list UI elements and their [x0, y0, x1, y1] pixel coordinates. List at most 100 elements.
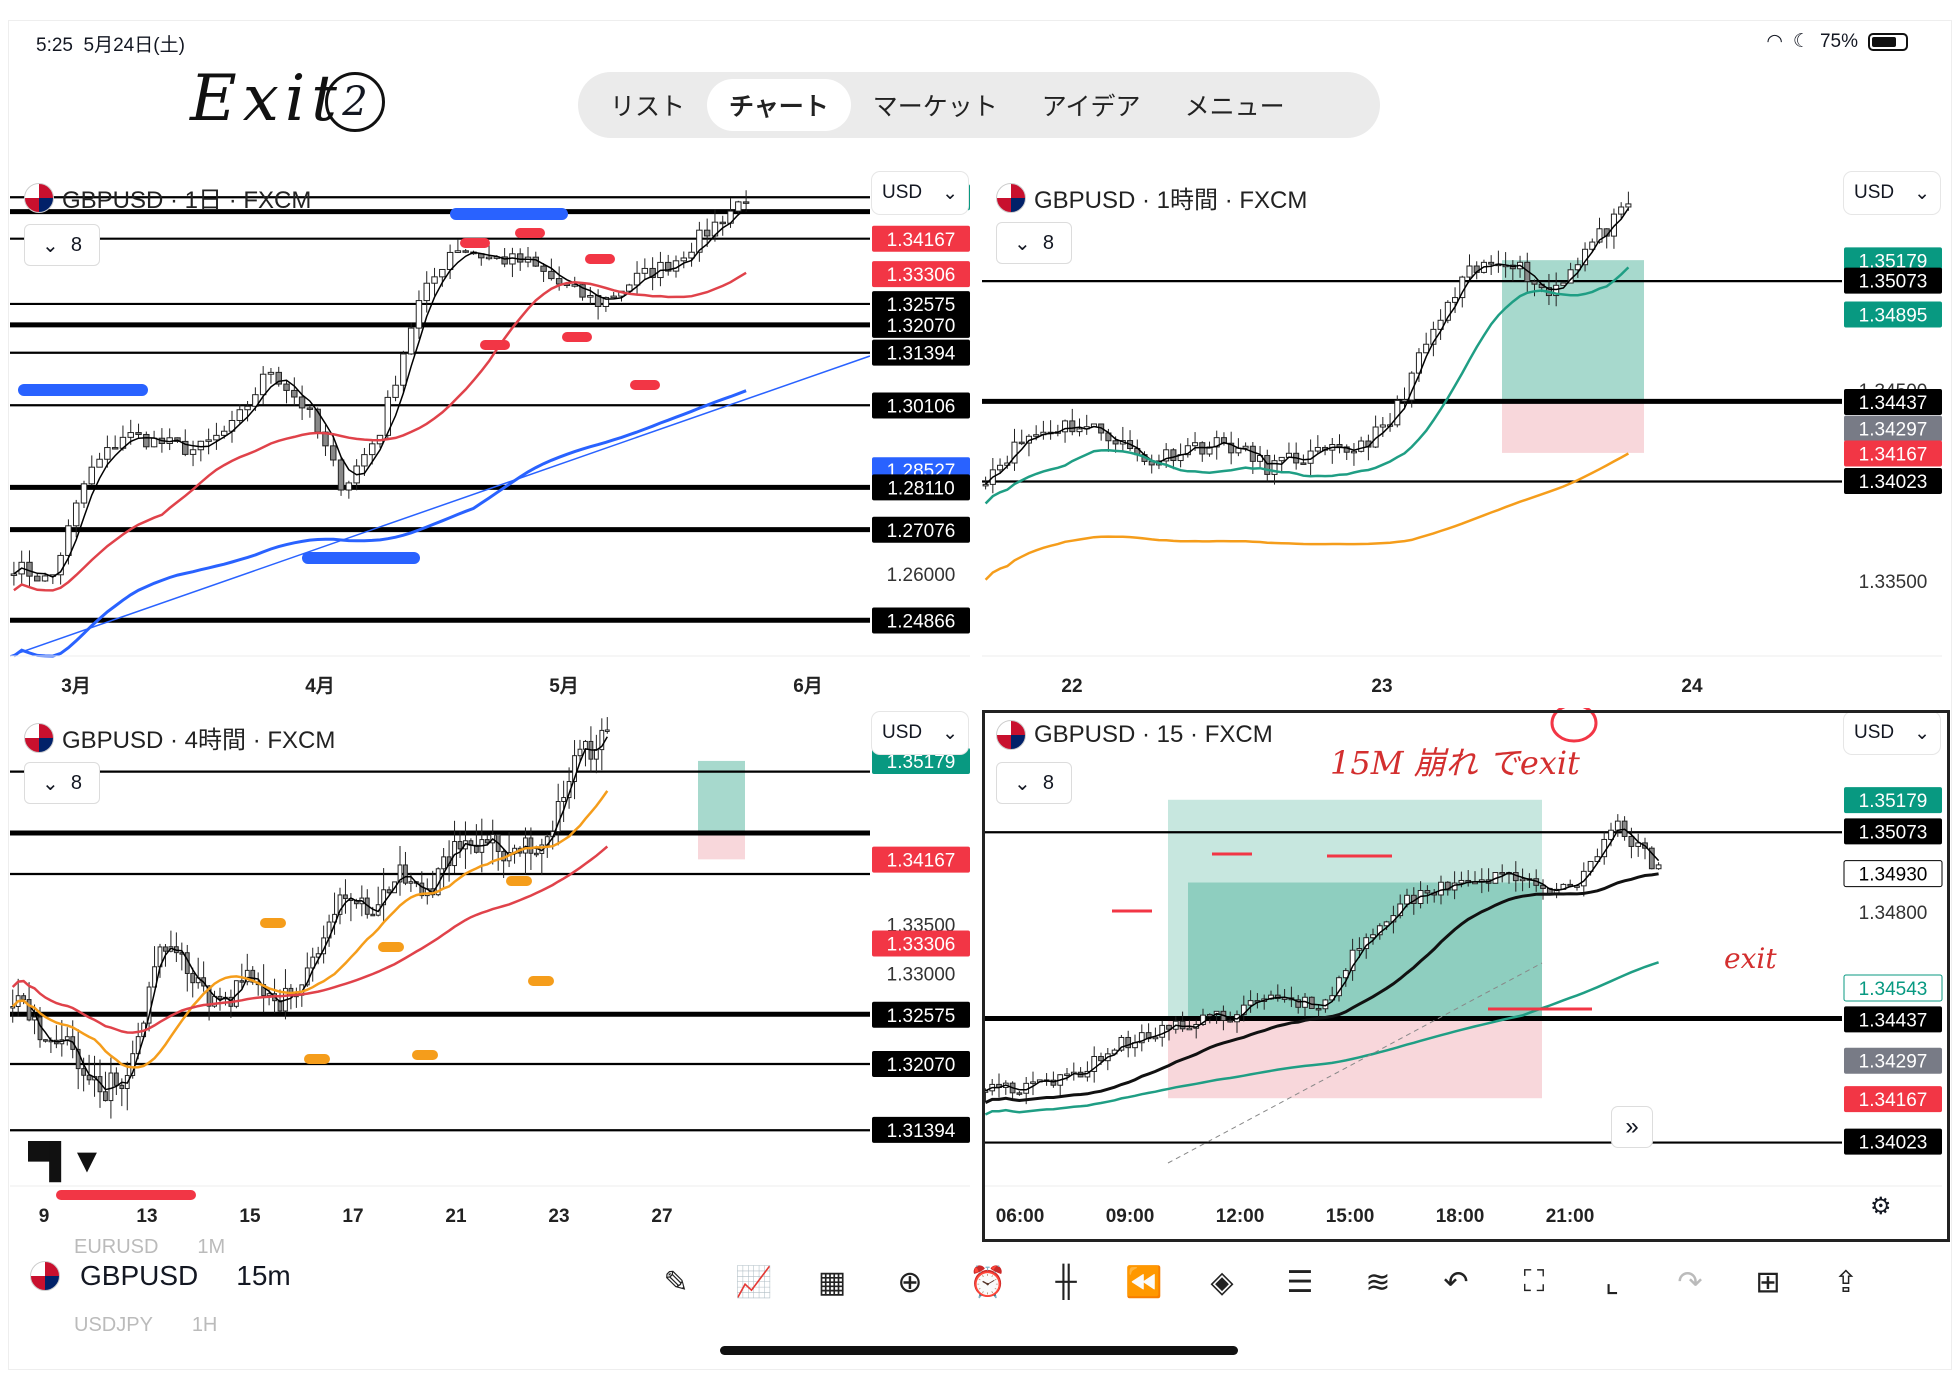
- currency-select[interactable]: USD ⌄: [1844, 172, 1940, 214]
- alert-icon[interactable]: ⏰: [969, 1265, 1007, 1299]
- currency-select[interactable]: USD ⌄: [1844, 712, 1940, 754]
- fullscreen-icon[interactable]: ⛶: [1523, 1265, 1545, 1298]
- candle: [446, 251, 454, 270]
- candle: [439, 268, 446, 278]
- pen-icon[interactable]: ✎: [663, 1265, 689, 1299]
- candle: [244, 969, 250, 983]
- home-indicator: [720, 1346, 1238, 1355]
- candle: [370, 913, 376, 917]
- indicator-collapse-button[interactable]: ⌄ 8: [24, 224, 100, 266]
- chart-settings-gear-icon[interactable]: ⚙: [1870, 1193, 1892, 1220]
- candle: [266, 993, 272, 997]
- currency-select[interactable]: USD ⌄: [872, 712, 968, 754]
- panel-title: GBPUSD · 15 · FXCM: [1034, 721, 1273, 748]
- chart-panel-daily[interactable]: 1.351791.341671.333061.325751.320701.313…: [10, 168, 976, 708]
- moving-average-line: [984, 452, 1630, 581]
- price-label: 1.34023: [1859, 1133, 1928, 1154]
- indicator-collapse-button[interactable]: ⌄ 8: [996, 762, 1072, 804]
- candles-icon[interactable]: ╫: [1055, 1265, 1077, 1298]
- candle: [244, 405, 251, 411]
- candle: [599, 729, 605, 751]
- undo-icon[interactable]: ↶: [1443, 1265, 1469, 1299]
- price-label-bg: [872, 846, 970, 873]
- candle: [259, 373, 267, 396]
- tab-chart[interactable]: チャート: [707, 79, 851, 131]
- scroll-to-latest-button[interactable]: »: [1612, 1107, 1652, 1147]
- tool-buttons: ✎ 📈 ▦ ⊕ ⏰ ╫ ⏪ ◈ ☰ ≋ ↶ ⛶ ⌞ ↷ ⊞ ⇪: [652, 1258, 1870, 1306]
- highlight-marker: [18, 384, 148, 396]
- tab-market[interactable]: マーケット: [872, 93, 998, 121]
- layout-icon[interactable]: ▦: [817, 1265, 847, 1299]
- add-icon[interactable]: ⊕: [897, 1265, 923, 1299]
- time-tick-label: 13: [136, 1206, 157, 1227]
- price-label: 1.28110: [887, 478, 954, 499]
- h1-chart-canvas[interactable]: 1.351791.350731.348951.345001.344371.342…: [982, 168, 1950, 708]
- highlight-marker: [528, 976, 554, 986]
- candle: [1444, 881, 1451, 891]
- candle: [108, 1072, 114, 1102]
- candle: [127, 432, 134, 438]
- candle: [10, 573, 18, 576]
- daily-chart-canvas[interactable]: 1.351791.341671.333061.325751.320701.313…: [10, 168, 976, 708]
- drawn-line: [1167, 962, 1543, 1164]
- price-label: 1.34297: [1859, 1052, 1928, 1073]
- highlight-marker: [302, 552, 420, 564]
- candle: [113, 1072, 119, 1086]
- expand-icon[interactable]: ⌞: [1604, 1265, 1620, 1299]
- indicator-collapse-button[interactable]: ⌄ 8: [996, 222, 1072, 264]
- price-label: 1.34437: [1859, 1010, 1928, 1031]
- position-zone-1: [1188, 882, 1542, 1019]
- chart-panel-15m[interactable]: 1.35179 1.35073 1.34930 1.34800 1.34543 1.344…: [982, 708, 1950, 1238]
- candle: [462, 250, 469, 253]
- candle: [561, 797, 567, 802]
- candle: [602, 296, 610, 307]
- candle: [1011, 441, 1018, 464]
- symbol-name[interactable]: GBPUSD: [80, 1260, 199, 1291]
- time-tick-label: 9: [39, 1206, 50, 1227]
- current-symbol[interactable]: GBPUSD 15m: [30, 1260, 291, 1292]
- chart-type-icon[interactable]: 📈: [735, 1265, 773, 1299]
- chevron-down-icon: ⌄: [942, 722, 958, 744]
- candle: [1401, 399, 1408, 402]
- layers-icon[interactable]: ◈: [1210, 1265, 1234, 1299]
- candle: [306, 407, 314, 410]
- redo-icon[interactable]: ↷: [1677, 1265, 1703, 1299]
- time-tick-label: 6月: [793, 676, 823, 697]
- candle: [1278, 456, 1285, 462]
- candle: [441, 856, 447, 870]
- h4-chart-canvas[interactable]: 1.351791.341671.335001.333061.330001.325…: [10, 708, 976, 1238]
- add-indicator-icon[interactable]: ⊞: [1755, 1265, 1781, 1299]
- chart-panel-4h[interactable]: 1.35179 1.34167 1.33500 1.33306 1.33000 1.325…: [10, 708, 976, 1238]
- candle: [43, 1039, 48, 1042]
- panel-title: GBPUSD · 1日 · FXCM: [62, 187, 312, 214]
- candle: [523, 837, 528, 854]
- candle: [664, 261, 672, 272]
- m15-chart-canvas[interactable]: 1.35179 1.35073 1.34930 1.34800 1.34543 1.344…: [982, 708, 1950, 1238]
- tab-ideas[interactable]: アイデア: [1041, 93, 1141, 121]
- share-icon[interactable]: ⇪: [1833, 1265, 1859, 1299]
- tab-menu[interactable]: メニュー: [1184, 93, 1285, 121]
- interval-label[interactable]: 15m: [236, 1260, 291, 1291]
- tab-list[interactable]: リスト: [610, 93, 686, 121]
- candle: [1300, 462, 1307, 465]
- replay-icon[interactable]: ⏪: [1125, 1265, 1163, 1299]
- drawings-icon[interactable]: ≋: [1365, 1265, 1391, 1299]
- candle: [1438, 881, 1444, 896]
- candle: [1444, 301, 1451, 321]
- chart-panel-1h[interactable]: 1.351791.350731.348951.345001.344371.342…: [982, 168, 1950, 708]
- candle: [419, 882, 425, 897]
- currency-select[interactable]: USD ⌄: [872, 172, 968, 214]
- indicator-collapse-button[interactable]: ⌄ 8: [24, 762, 100, 804]
- settings-icon[interactable]: ☰: [1286, 1265, 1314, 1299]
- candle: [275, 371, 282, 385]
- candle: [1125, 1036, 1132, 1049]
- time-tick-label: 06:00: [996, 1206, 1045, 1227]
- candle: [111, 447, 119, 450]
- bottom-toolbar: EURUSD 1M GBPUSD 15m USDJPY 1H ✎ 📈 ▦ ⊕ ⏰…: [0, 1236, 1960, 1338]
- candle: [1179, 1020, 1186, 1030]
- candle: [1531, 280, 1538, 285]
- candle: [65, 525, 72, 556]
- next-symbol[interactable]: USDJPY 1H: [74, 1314, 218, 1336]
- moving-average-line: [13, 271, 747, 592]
- prev-symbol[interactable]: EURUSD 1M: [74, 1236, 226, 1258]
